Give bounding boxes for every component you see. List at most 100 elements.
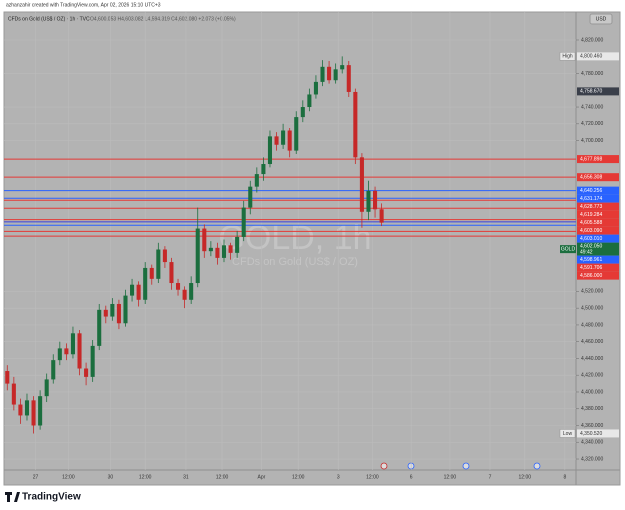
candle-body [44, 379, 49, 397]
price-tag-bg [577, 234, 619, 243]
marker-name: High [562, 54, 573, 60]
candle-body [235, 236, 240, 253]
y-tick-label: 4,820.000 [581, 37, 603, 43]
grid [4, 12, 576, 470]
price-tag: 4,591.706 [577, 263, 619, 272]
candle-body [281, 130, 286, 145]
candle-body [189, 283, 194, 300]
y-tick-label: 4,340.000 [581, 440, 603, 446]
x-tick-label: 30 [108, 474, 114, 480]
candle-body [182, 289, 187, 300]
price-tag: 4,619.284 [577, 210, 619, 219]
price-tag-label: 4,677.898 [580, 156, 602, 162]
y-tick-label: 4,420.000 [581, 373, 603, 379]
candle-body [366, 190, 371, 212]
candle-body [24, 400, 30, 416]
marker-box [559, 52, 576, 61]
candle-body [149, 267, 154, 279]
watermark: GOLD, 1h [218, 219, 371, 257]
candle-body [333, 69, 338, 81]
candle-body [84, 368, 89, 377]
y-tick-label: 4,400.000 [581, 389, 603, 395]
candle-body [215, 247, 220, 258]
y-tick-label: 4,440.000 [581, 356, 603, 362]
x-tick-label: 12:00 [292, 474, 305, 480]
price-tag-bg [577, 210, 619, 219]
price-tag-label: 4,591.706 [580, 265, 602, 271]
candle-body [123, 295, 128, 324]
chart-frame [3, 11, 621, 486]
x-tick-label: 12:00 [519, 474, 532, 480]
price-tag: 4,677.898 [577, 155, 619, 164]
candle-body [313, 81, 318, 95]
price-tag: 4,586.000 [577, 271, 619, 280]
price-tag: 4,628.773 [577, 202, 619, 211]
candle-body [274, 136, 279, 145]
marker-name: Low [563, 431, 573, 437]
candle-body [353, 91, 358, 158]
symbol-tag: GOLD [561, 246, 576, 252]
price-tag-bg [577, 226, 619, 235]
candle-body [38, 396, 43, 426]
price-tag-bg [577, 218, 619, 227]
candle-body [169, 262, 174, 284]
y-tick-label: 4,380.000 [581, 406, 603, 412]
y-tick-label: 4,320.000 [581, 456, 603, 462]
candle-body [221, 245, 227, 258]
candle-body [70, 333, 75, 355]
candle-body [195, 228, 200, 284]
candle-body [327, 66, 332, 81]
price-tag-bg [577, 194, 619, 203]
candle-body [136, 284, 141, 300]
y-tick-label: 4,720.000 [581, 121, 603, 127]
candle-body [241, 207, 246, 237]
price-tag: 4,631.174 [577, 194, 619, 203]
x-tick-label: 8 [563, 474, 566, 480]
candle-body [77, 333, 82, 369]
x-tick-label: Apr [258, 474, 266, 480]
y-tick-label: 4,480.000 [581, 322, 603, 328]
price-tag-bg [577, 155, 619, 164]
price-tag-label: 4,605.588 [580, 220, 602, 226]
brand-logo [5, 492, 20, 502]
candle-body [248, 186, 253, 208]
candle-body [254, 174, 259, 187]
x-tick-label: 27 [33, 474, 39, 480]
candle-body [287, 130, 292, 151]
candle-body [267, 136, 273, 165]
x-tick-label: 31 [183, 474, 189, 480]
watermark-sub: CFDs on Gold (US$ / OZ) [232, 256, 358, 268]
y-tick-label: 4,460.000 [581, 339, 603, 345]
price-tag-label: 4,640.256 [580, 188, 602, 194]
y-tick-label: 4,360.000 [581, 423, 603, 429]
price-tag-bg [577, 255, 619, 264]
candle-body [31, 400, 36, 426]
candle-body [162, 249, 167, 263]
price-tag: 4,656.308 [577, 173, 619, 182]
candle-body [97, 309, 102, 346]
brand: TradingView [22, 492, 81, 503]
marker-tag-bg [577, 429, 619, 438]
header: azhanzahir created with TradingView.com,… [6, 2, 161, 8]
price-tag-label: 4,758.670 [580, 89, 602, 95]
currency[interactable]: USD [596, 16, 607, 22]
x-tick-label: 12:00 [139, 474, 152, 480]
marker-label: 4,350.520 [580, 431, 602, 437]
y-tick-label: 4,740.000 [581, 104, 603, 110]
price-tag-label: 4,598.961 [580, 257, 602, 263]
candle-body [346, 65, 351, 92]
x-tick-label: 6 [410, 474, 413, 480]
x-tick-label: 12:00 [444, 474, 457, 480]
price-tag-label: 4,603.090 [580, 228, 602, 234]
price-tag-bg [577, 242, 619, 256]
candle-body [373, 190, 378, 210]
price-tag-bg [577, 263, 619, 272]
price-tag: 4,603.090 [577, 226, 619, 235]
y-tick-label: 4,520.000 [581, 289, 603, 295]
price-tag-label: 4,603.010 [580, 236, 602, 242]
currency-button[interactable] [589, 13, 613, 25]
candle-body [110, 303, 115, 317]
x-tick-label: 12:00 [216, 474, 229, 480]
x-tick-label: 12:00 [62, 474, 75, 480]
